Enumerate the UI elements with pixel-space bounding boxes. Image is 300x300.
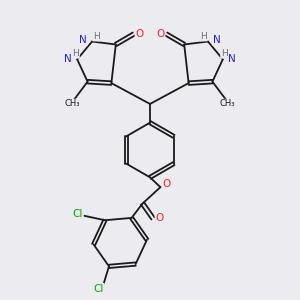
Text: O: O: [136, 29, 144, 39]
Text: H: H: [221, 49, 228, 58]
Text: CH₃: CH₃: [220, 99, 235, 108]
Text: CH₃: CH₃: [65, 99, 80, 108]
Text: O: O: [156, 29, 164, 39]
Text: N: N: [228, 54, 236, 64]
Text: Cl: Cl: [72, 209, 83, 219]
Text: O: O: [155, 213, 164, 224]
Text: O: O: [163, 179, 171, 189]
Text: H: H: [93, 32, 100, 41]
Text: N: N: [79, 35, 87, 45]
Text: N: N: [64, 54, 72, 64]
Text: N: N: [213, 35, 221, 45]
Text: H: H: [72, 49, 79, 58]
Text: H: H: [200, 32, 207, 41]
Text: Cl: Cl: [93, 284, 104, 294]
